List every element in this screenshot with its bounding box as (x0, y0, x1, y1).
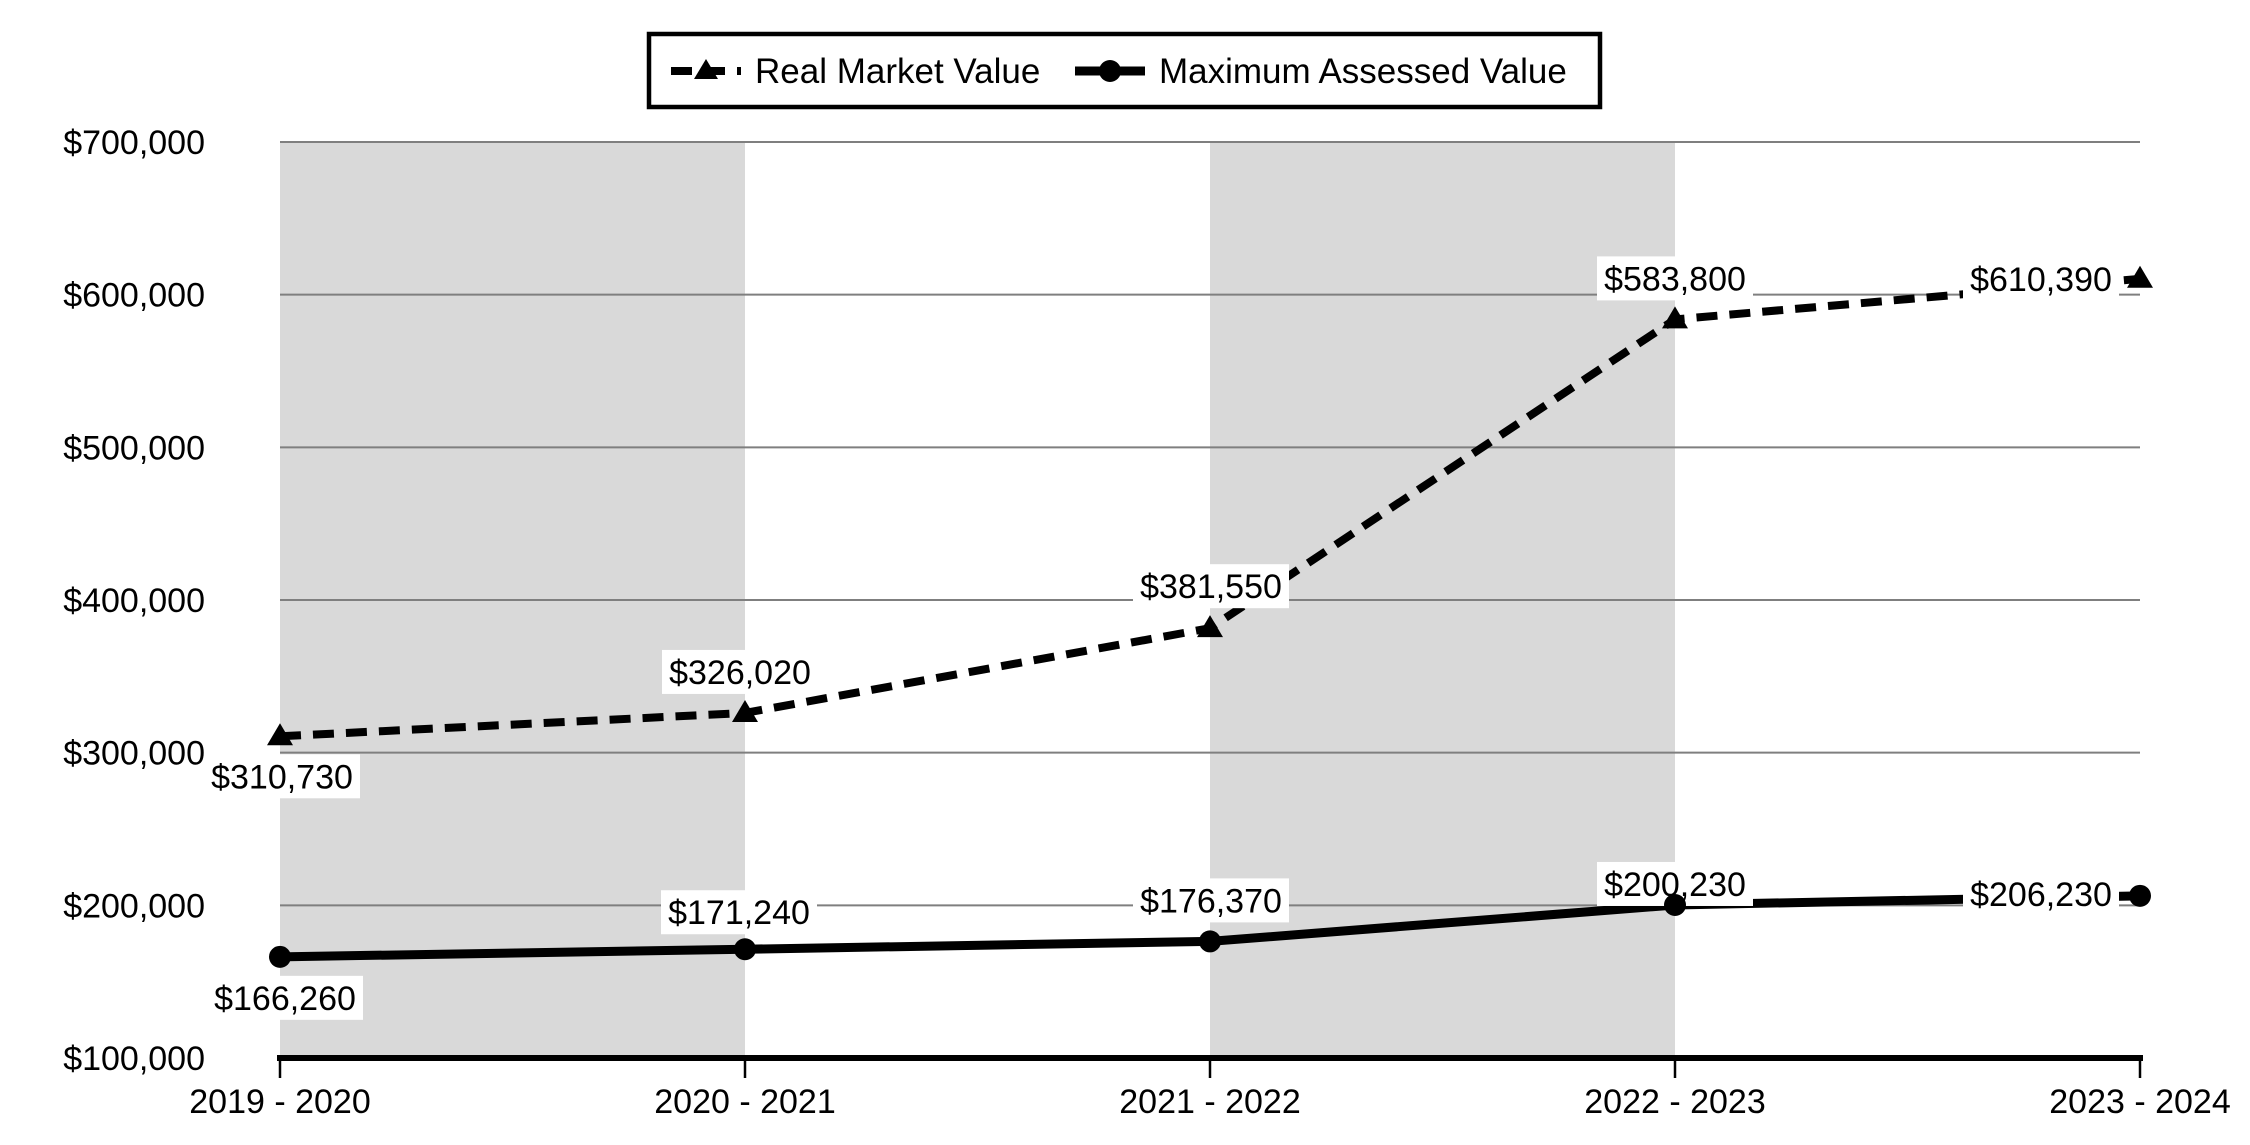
y-tick-label: $300,000 (63, 735, 205, 773)
data-label: $326,020 (669, 654, 811, 692)
y-tick-label: $500,000 (63, 429, 205, 467)
data-label-box (1597, 256, 1753, 301)
data-marker-triangle (732, 699, 758, 722)
data-label: $176,370 (1140, 882, 1282, 920)
data-label-box (662, 649, 818, 694)
y-tick-label: $700,000 (63, 124, 205, 162)
data-marker-circle (2129, 884, 2151, 907)
data-label-box (1963, 871, 2119, 916)
data-label: $610,390 (1970, 261, 2112, 299)
data-label-box (204, 754, 360, 799)
x-tick-label: 2019 - 2020 (189, 1083, 371, 1121)
legend-sample-circle-marker (1099, 60, 1121, 82)
data-marker-circle (1199, 930, 1221, 953)
x-tick-label: 2021 - 2022 (1119, 1083, 1301, 1121)
legend-label-real-market-value: Real Market Value (755, 52, 1040, 91)
y-tick-label: $400,000 (63, 582, 205, 620)
data-marker-circle (1664, 893, 1686, 916)
data-label: $166,260 (214, 980, 356, 1018)
data-label-box (207, 975, 363, 1020)
legend-sample-triangle-marker (694, 59, 718, 79)
y-tick-label: $100,000 (63, 1040, 205, 1078)
x-tick-label: 2020 - 2021 (654, 1083, 836, 1121)
data-marker-triangle (267, 723, 293, 746)
data-label: $381,550 (1140, 568, 1282, 606)
data-label: $310,730 (211, 758, 353, 796)
data-marker-triangle (1662, 306, 1688, 329)
data-marker-circle (269, 945, 291, 968)
x-tick-label: 2023 - 2024 (2049, 1083, 2231, 1121)
data-marker-circle (734, 938, 756, 961)
data-label: $206,230 (1970, 876, 2112, 914)
data-label-box (1133, 564, 1289, 609)
y-tick-label: $600,000 (63, 277, 205, 315)
data-label: $171,240 (668, 894, 810, 932)
data-label-box (661, 890, 817, 935)
data-label: $583,800 (1604, 260, 1746, 298)
y-tick-label: $200,000 (63, 887, 205, 925)
data-label-box (1133, 878, 1289, 923)
data-marker-triangle (1197, 615, 1223, 638)
data-label-box (1963, 256, 2119, 301)
data-marker-triangle (2127, 265, 2153, 288)
x-tick-label: 2022 - 2023 (1584, 1083, 1766, 1121)
legend-label-maximum-assessed-value: Maximum Assessed Value (1159, 52, 1567, 91)
